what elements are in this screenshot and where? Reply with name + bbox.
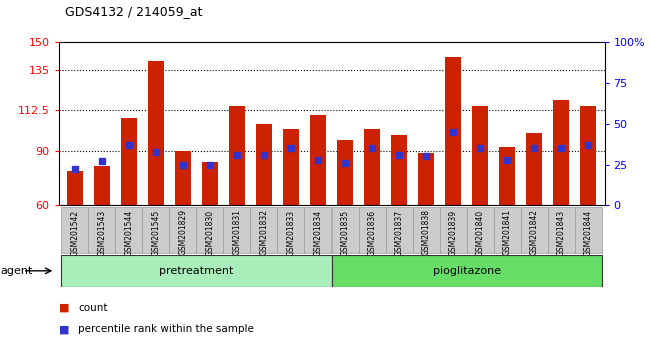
Bar (548, 207, 575, 253)
Bar (439, 207, 467, 253)
Text: GSM201830: GSM201830 (205, 210, 214, 256)
Text: GSM201543: GSM201543 (98, 210, 106, 256)
Text: percentile rank within the sample: percentile rank within the sample (78, 324, 254, 334)
Bar (499, 147, 515, 205)
Text: GSM201542: GSM201542 (70, 210, 79, 256)
Text: pioglitazone: pioglitazone (433, 266, 500, 276)
Bar (337, 140, 353, 205)
Bar (115, 207, 142, 253)
Text: GSM201834: GSM201834 (313, 210, 322, 256)
Bar (175, 151, 191, 205)
Text: GSM201833: GSM201833 (287, 210, 296, 256)
Text: GSM201843: GSM201843 (557, 210, 566, 256)
Bar (359, 207, 385, 253)
Text: GSM201840: GSM201840 (476, 210, 485, 256)
Bar (310, 115, 326, 205)
Text: count: count (78, 303, 107, 313)
Text: pretreatment: pretreatment (159, 266, 233, 276)
Text: GSM201839: GSM201839 (448, 210, 458, 256)
Bar (445, 57, 462, 205)
Bar (250, 207, 278, 253)
Bar (413, 207, 439, 253)
Text: ■: ■ (58, 303, 69, 313)
Bar (526, 133, 542, 205)
Bar (494, 207, 521, 253)
Bar (521, 207, 548, 253)
Bar (467, 207, 494, 253)
Bar (196, 207, 224, 253)
Bar (278, 207, 304, 253)
Bar (148, 61, 164, 205)
Bar (66, 171, 83, 205)
Bar (94, 166, 110, 205)
Bar (580, 106, 597, 205)
Bar (88, 207, 115, 253)
Text: GSM201835: GSM201835 (341, 210, 350, 256)
Bar (385, 207, 413, 253)
Bar (121, 119, 137, 205)
Bar (332, 255, 602, 287)
Text: GSM201844: GSM201844 (584, 210, 593, 256)
Bar (283, 129, 299, 205)
Bar (391, 135, 407, 205)
Text: GSM201831: GSM201831 (233, 210, 241, 255)
Bar (575, 207, 602, 253)
Bar (304, 207, 332, 253)
Bar (256, 124, 272, 205)
Bar (202, 162, 218, 205)
Text: GSM201829: GSM201829 (178, 210, 187, 255)
Bar (61, 255, 332, 287)
Bar (61, 207, 88, 253)
Text: ■: ■ (58, 324, 69, 334)
Bar (229, 106, 245, 205)
Text: GSM201544: GSM201544 (124, 210, 133, 256)
Bar (472, 106, 488, 205)
Bar (364, 129, 380, 205)
Bar (553, 101, 569, 205)
Text: GSM201832: GSM201832 (259, 210, 268, 255)
Text: GSM201838: GSM201838 (422, 210, 430, 255)
Bar (418, 153, 434, 205)
Bar (142, 207, 169, 253)
Text: agent: agent (1, 266, 33, 276)
Text: GDS4132 / 214059_at: GDS4132 / 214059_at (65, 5, 203, 18)
Text: GSM201836: GSM201836 (367, 210, 376, 256)
Text: GSM201837: GSM201837 (395, 210, 404, 256)
Text: GSM201842: GSM201842 (530, 210, 539, 255)
Bar (169, 207, 196, 253)
Bar (332, 207, 359, 253)
Bar (224, 207, 250, 253)
Text: GSM201545: GSM201545 (151, 210, 161, 256)
Text: GSM201841: GSM201841 (502, 210, 512, 255)
